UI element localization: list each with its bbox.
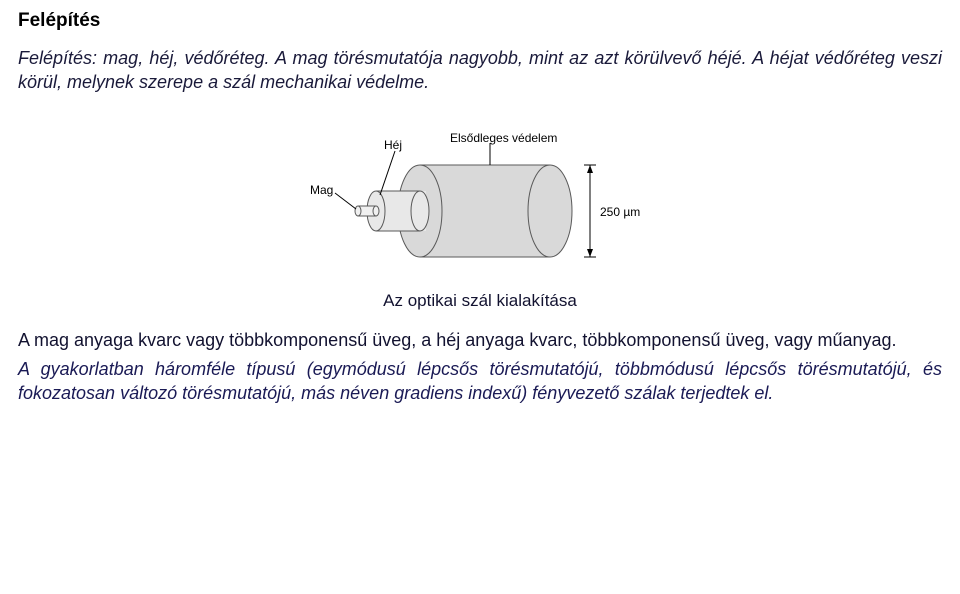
label-hej: Héj — [384, 138, 402, 152]
body-paragraph-1: A mag anyaga kvarc vagy többkomponensű ü… — [18, 329, 942, 353]
page-title: Felépítés — [18, 10, 942, 32]
fiber-diagram: Mag Héj Elsődleges védelem 250 µm — [300, 123, 660, 273]
label-mag: Mag — [310, 183, 333, 197]
fiber-svg — [300, 123, 660, 273]
intro-paragraph: Felépítés: mag, héj, védőréteg. A mag tö… — [18, 46, 942, 95]
fiber-diagram-section: Mag Héj Elsődleges védelem 250 µm — [18, 123, 942, 311]
body-paragraph-2: A gyakorlatban háromféle típusú (egymódu… — [18, 358, 942, 406]
label-elsodleges: Elsődleges védelem — [450, 131, 557, 145]
label-dimension: 250 µm — [600, 205, 640, 219]
diagram-caption: Az optikai szál kialakítása — [383, 291, 577, 311]
